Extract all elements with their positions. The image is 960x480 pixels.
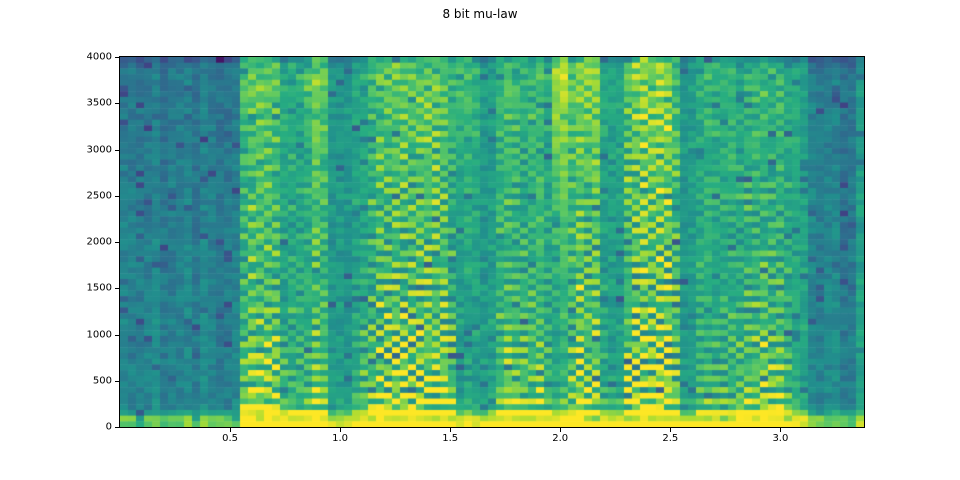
y-tick-label: 0: [105, 421, 112, 433]
y-tick-mark: [115, 149, 119, 151]
y-tick-label: 3500: [86, 97, 112, 109]
y-tick-mark: [115, 57, 119, 58]
x-tick-label: 0.5: [222, 433, 239, 444]
x-tick-mark: [450, 428, 452, 432]
x-tick-mark: [780, 428, 782, 432]
x-tick-label: 1.0: [332, 433, 349, 444]
spectrogram-canvas: [120, 57, 864, 427]
x-tick-label: 1.5: [442, 433, 459, 444]
chart-title: 8 bit mu-law: [442, 7, 518, 21]
x-tick-mark: [230, 428, 232, 432]
y-tick-label: 2000: [86, 236, 112, 248]
y-tick-label: 500: [92, 375, 112, 387]
y-tick-mark: [115, 195, 119, 197]
y-tick-label: 3000: [86, 144, 112, 155]
y-tick-mark: [115, 427, 119, 428]
x-tick-label: 2.5: [662, 433, 679, 444]
y-tick-mark: [115, 288, 119, 290]
y-tick-label: 4000: [86, 51, 112, 63]
x-tick-label: 3.0: [772, 433, 789, 444]
y-tick-label: 2500: [86, 190, 112, 202]
x-tick-mark: [670, 428, 672, 432]
y-tick-mark: [115, 242, 119, 243]
x-tick-mark: [340, 428, 342, 432]
x-tick-label: 2.0: [552, 433, 569, 444]
y-tick-mark: [115, 334, 119, 336]
y-tick-mark: [115, 380, 119, 382]
x-tick-mark: [560, 428, 562, 432]
y-tick-label: 1000: [86, 329, 112, 340]
y-tick-mark: [115, 103, 119, 105]
y-tick-label: 1500: [86, 282, 112, 294]
